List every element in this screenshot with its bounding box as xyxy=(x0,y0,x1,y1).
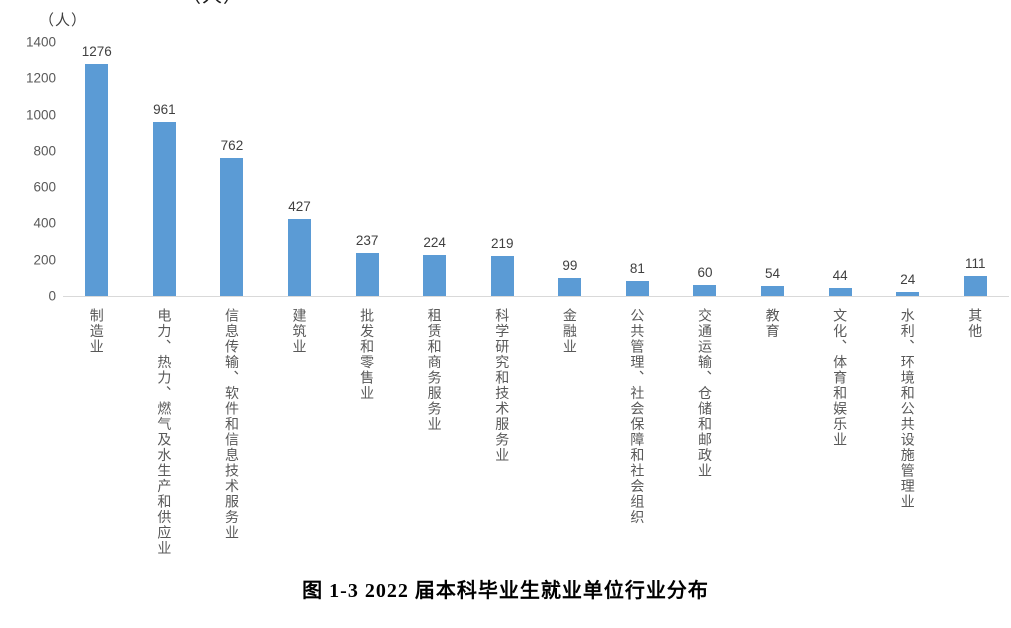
category-column: 交通运输、仓储和邮政业 xyxy=(671,308,739,479)
category-label: 其他 xyxy=(967,308,984,339)
bar xyxy=(963,276,987,296)
y-tick-label: 800 xyxy=(33,143,56,159)
bar-column: 237 xyxy=(333,42,401,296)
category-column: 教育 xyxy=(739,308,807,339)
y-tick-label: 1000 xyxy=(25,107,56,123)
bar-value-label: 60 xyxy=(697,265,713,280)
category-label: 文化、体育和娱乐业 xyxy=(832,308,849,448)
bar-column: 81 xyxy=(604,42,672,296)
y-axis-unit-label: （人） xyxy=(39,12,88,29)
bar-column: 60 xyxy=(671,42,739,296)
bar-column: 54 xyxy=(739,42,807,296)
bar-value-label: 219 xyxy=(490,236,514,251)
category-column: 租赁和商务服务业 xyxy=(401,308,469,432)
category-label: 信息传输、软件和信息技术服务业 xyxy=(223,308,240,541)
y-tick-label: 600 xyxy=(33,179,56,195)
category-column: 其他 xyxy=(942,308,1010,339)
bar-value-label: 24 xyxy=(900,272,916,287)
bar-value-label: 1276 xyxy=(81,44,112,59)
bar xyxy=(625,281,649,296)
category-label: 批发和零售业 xyxy=(359,308,376,401)
category-label: 交通运输、仓储和邮政业 xyxy=(696,308,713,479)
figure-caption: 图 1-3 2022 届本科毕业生就业单位行业分布 xyxy=(302,580,709,602)
category-column: 文化、体育和娱乐业 xyxy=(806,308,874,448)
bar-column: 111 xyxy=(942,42,1010,296)
bar xyxy=(828,288,852,296)
bar-column: 961 xyxy=(131,42,199,296)
bar xyxy=(288,219,312,296)
bar-value-label: 427 xyxy=(288,199,311,214)
bar xyxy=(693,285,717,296)
bar xyxy=(220,158,244,296)
bar-column: 224 xyxy=(401,42,469,296)
x-axis-line xyxy=(63,296,1009,297)
category-label: 公共管理、社会保障和社会组织 xyxy=(629,308,646,525)
y-tick-label: 400 xyxy=(33,215,56,231)
bar-value-label: 99 xyxy=(562,258,578,273)
bar-value-label: 111 xyxy=(965,256,986,271)
y-tick-label: 200 xyxy=(33,252,56,268)
bar xyxy=(355,253,379,296)
bar-value-label: 54 xyxy=(765,266,781,281)
bar-value-label: 44 xyxy=(832,268,848,283)
category-axis: 制造业 电力、热力、燃气及水生产和供应业 信息传输、软件和信息技术服务业 建筑业 批发和… xyxy=(63,308,1009,556)
bar-value-label: 81 xyxy=(629,261,645,276)
bar-column: 219 xyxy=(468,42,536,296)
bar-value-label: 961 xyxy=(153,102,176,117)
category-label: 科学研究和技术服务业 xyxy=(494,308,511,463)
bar-value-label: 224 xyxy=(423,235,446,250)
bar-column: 427 xyxy=(266,42,334,296)
clipped-unit-label: （人） xyxy=(181,0,244,8)
bar xyxy=(761,286,785,296)
category-column: 科学研究和技术服务业 xyxy=(468,308,536,463)
bar xyxy=(423,255,447,296)
category-column: 公共管理、社会保障和社会组织 xyxy=(604,308,672,525)
bar-value-label: 762 xyxy=(220,138,244,153)
category-column: 水利、环境和公共设施管理业 xyxy=(874,308,942,510)
category-label: 电力、热力、燃气及水生产和供应业 xyxy=(156,308,173,556)
bar-column: 24 xyxy=(874,42,942,296)
category-label: 建筑业 xyxy=(291,308,308,355)
category-column: 信息传输、软件和信息技术服务业 xyxy=(198,308,266,541)
bar xyxy=(558,278,582,296)
category-column: 电力、热力、燃气及水生产和供应业 xyxy=(131,308,199,556)
category-label: 制造业 xyxy=(88,308,105,355)
bar-column: 1276 xyxy=(63,42,131,296)
bar-value-label: 237 xyxy=(355,233,379,248)
bar-column: 99 xyxy=(536,42,604,296)
bar-column: 44 xyxy=(806,42,874,296)
y-tick-label: 0 xyxy=(48,288,56,304)
bar xyxy=(152,122,176,296)
category-label: 金融业 xyxy=(561,308,578,355)
bar xyxy=(85,64,109,296)
bar xyxy=(896,292,920,296)
bar-column: 762 xyxy=(198,42,266,296)
category-label: 教育 xyxy=(764,308,781,339)
category-column: 金融业 xyxy=(536,308,604,355)
category-label: 租赁和商务服务业 xyxy=(426,308,443,432)
category-column: 批发和零售业 xyxy=(333,308,401,401)
y-tick-label: 1200 xyxy=(25,70,56,86)
plot-area: 1276 961 762 427 237 224 219 99 81 60 54 44 24 111 xyxy=(63,42,1009,296)
bar xyxy=(490,256,514,296)
y-tick-label: 1400 xyxy=(25,34,56,50)
category-column: 制造业 xyxy=(63,308,131,355)
category-label: 水利、环境和公共设施管理业 xyxy=(899,308,916,510)
category-column: 建筑业 xyxy=(266,308,334,355)
